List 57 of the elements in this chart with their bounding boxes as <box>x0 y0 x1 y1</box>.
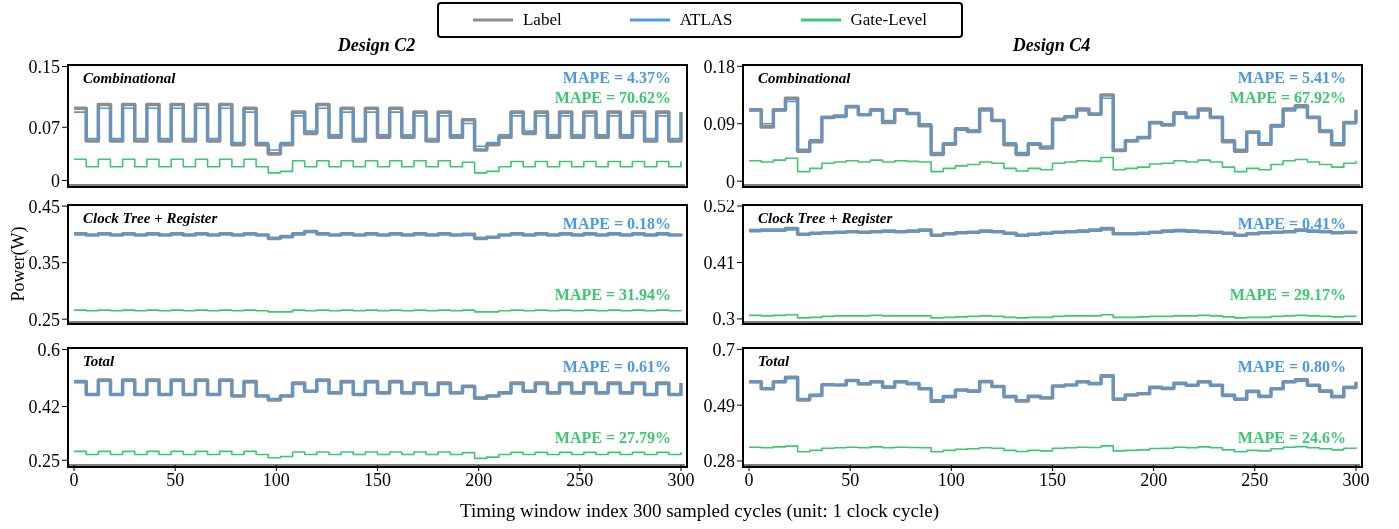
y-tick-label: 0.09 <box>703 114 735 135</box>
x-axis-title: Timing window index 300 sampled cycles (unit: 1 clock cycle) <box>459 500 940 522</box>
x-tick-label: 300 <box>667 469 695 490</box>
y-tick-label: 0.45 <box>28 196 60 217</box>
x-tick-label: 300 <box>1342 469 1370 490</box>
y-tick-label: 0.25 <box>28 450 60 471</box>
chart-title: Design C4 <box>1011 35 1092 56</box>
y-tick-label: 0.6 <box>37 339 60 360</box>
x-tick-label: 250 <box>566 469 594 490</box>
y-tick-label: 0 <box>51 170 60 191</box>
chart-subtitle: Total <box>758 353 790 370</box>
y-tick-label: 0.15 <box>28 56 60 77</box>
annotation: MAPE = 24.6% <box>1237 429 1346 447</box>
x-tick-label: 50 <box>166 469 185 490</box>
chart-subtitle: Combinational <box>83 70 176 87</box>
y-tick-label: 0.42 <box>28 396 60 417</box>
x-tick-label: 0 <box>744 469 754 490</box>
legend-label: ATLAS <box>679 10 733 30</box>
annotation: MAPE = 0.18% <box>562 215 671 233</box>
y-tick-label: 0.25 <box>28 309 60 330</box>
y-tick-label: 0.49 <box>703 395 735 416</box>
x-tick-label: 0 <box>69 469 79 490</box>
annotation: MAPE = 0.80% <box>1237 358 1346 376</box>
y-tick-label: 0.35 <box>28 253 60 274</box>
chart-subtitle: Total <box>83 353 115 370</box>
y-tick-label: 0.52 <box>703 196 735 217</box>
x-tick-label: 50 <box>841 469 860 490</box>
annotation: MAPE = 0.41% <box>1237 215 1346 233</box>
legend-label: Gate-Level <box>850 10 927 30</box>
y-axis-title: Power(W) <box>7 226 29 301</box>
annotation: MAPE = 5.41% <box>1237 69 1346 87</box>
y-tick-label: 0.07 <box>28 117 60 138</box>
chart-subtitle: Clock Tree + Register <box>758 210 893 227</box>
chart-subtitle: Combinational <box>758 70 851 87</box>
y-tick-label: 0.3 <box>712 309 735 330</box>
y-tick-label: 0 <box>726 171 735 192</box>
annotation: MAPE = 0.61% <box>562 358 671 376</box>
y-tick-label: 0.18 <box>703 56 735 77</box>
chart-title: Design C2 <box>336 35 417 56</box>
annotation: MAPE = 70.62% <box>554 89 671 107</box>
x-tick-label: 150 <box>364 469 392 490</box>
x-tick-label: 100 <box>937 469 965 490</box>
annotation: MAPE = 31.94% <box>554 286 671 304</box>
annotation: MAPE = 27.79% <box>554 429 671 447</box>
x-tick-label: 200 <box>465 469 493 490</box>
x-tick-label: 100 <box>262 469 290 490</box>
chart-subtitle: Clock Tree + Register <box>83 210 218 227</box>
x-tick-label: 200 <box>1140 469 1168 490</box>
y-tick-label: 0.41 <box>703 252 735 273</box>
legend-label: Label <box>522 10 562 30</box>
annotation: MAPE = 67.92% <box>1229 89 1346 107</box>
x-tick-label: 150 <box>1039 469 1067 490</box>
annotation: MAPE = 29.17% <box>1229 286 1346 304</box>
x-tick-label: 250 <box>1241 469 1269 490</box>
annotation: MAPE = 4.37% <box>562 69 671 87</box>
y-tick-label: 0.28 <box>703 451 735 472</box>
y-tick-label: 0.7 <box>712 339 735 360</box>
